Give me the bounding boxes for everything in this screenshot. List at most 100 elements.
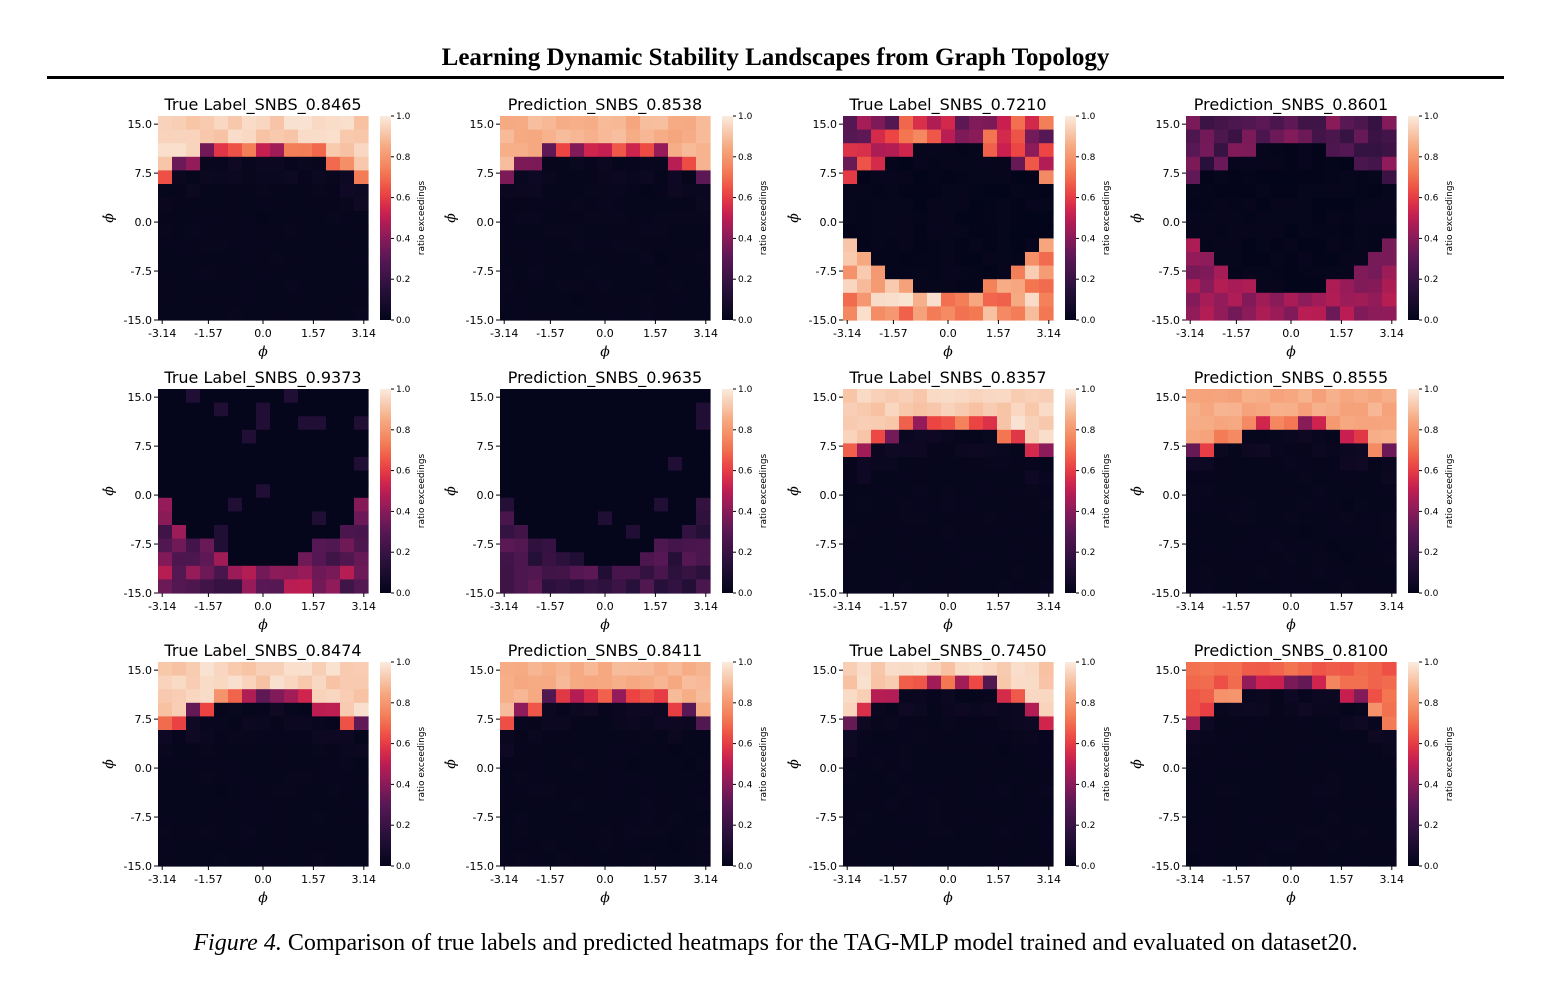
- heatmap-cell: [1186, 770, 1201, 785]
- heatmap-cell: [1025, 184, 1040, 199]
- heatmap-cell: [997, 525, 1012, 540]
- heatmap-cell: [340, 702, 355, 717]
- heatmap-cell: [927, 224, 942, 239]
- heatmap-cell: [1011, 689, 1026, 704]
- x-axis-label: ϕ: [600, 617, 610, 633]
- heatmap-cell: [1214, 211, 1229, 226]
- heatmap-cell: [172, 743, 187, 758]
- heatmap-cell: [654, 265, 669, 280]
- heatmap-cell: [997, 497, 1012, 512]
- heatmap-cell: [228, 470, 243, 485]
- colorbar: [380, 662, 391, 866]
- heatmap-cell: [326, 825, 341, 840]
- heatmap-cell: [228, 825, 243, 840]
- heatmap-cell: [340, 525, 355, 540]
- heatmap-cell: [696, 784, 711, 799]
- heatmap-cell: [913, 689, 928, 704]
- heatmap-cell: [997, 292, 1012, 307]
- heatmap-cell: [354, 389, 369, 404]
- x-tick-label: -1.57: [879, 600, 907, 613]
- heatmap-cell: [1186, 170, 1201, 185]
- heatmap-cell: [612, 211, 627, 226]
- heatmap-cell: [668, 565, 683, 580]
- heatmap-cell: [1312, 416, 1327, 431]
- heatmap-cell: [312, 757, 327, 772]
- y-tick-label: -7.5: [473, 265, 494, 278]
- heatmap-cell: [1298, 565, 1313, 580]
- heatmap-cell: [612, 184, 627, 199]
- heatmap-cell: [284, 416, 299, 431]
- heatmap-cell: [654, 757, 669, 772]
- heatmap-cell: [626, 238, 641, 253]
- heatmap-cell: [1326, 197, 1341, 212]
- heatmap-cell: [500, 525, 515, 540]
- heatmap-cell: [528, 497, 543, 512]
- heatmap-cell: [200, 662, 215, 677]
- heatmap-cell: [514, 265, 529, 280]
- caption-label: Figure 4.: [193, 930, 282, 956]
- heatmap-cell: [885, 838, 900, 853]
- heatmap-cell: [969, 497, 984, 512]
- heatmap-cell: [1214, 770, 1229, 785]
- heatmap-cell: [871, 129, 886, 144]
- heatmap-cell: [927, 702, 942, 717]
- heatmap-cell: [1284, 156, 1299, 171]
- heatmap-cell: [1354, 852, 1369, 867]
- heatmap-cell: [997, 565, 1012, 580]
- heatmap-cell: [969, 211, 984, 226]
- heatmap-cell: [682, 825, 697, 840]
- heatmap-cell: [528, 224, 543, 239]
- heatmap-cell: [542, 579, 557, 594]
- heatmap-cell: [612, 457, 627, 472]
- heatmap-cell: [668, 538, 683, 553]
- heatmap-cell: [696, 552, 711, 567]
- heatmap-cell: [584, 184, 599, 199]
- heatmap-cell: [927, 170, 942, 185]
- heatmap-cell: [340, 784, 355, 799]
- heatmap-cell: [514, 757, 529, 772]
- heatmap-cell: [1368, 197, 1383, 212]
- heatmap-cell: [214, 825, 229, 840]
- heatmap-cell: [598, 675, 613, 690]
- heatmap-cell: [584, 416, 599, 431]
- colorbar-tick-label: 1.0: [738, 112, 753, 122]
- heatmap-cell: [158, 675, 173, 690]
- heatmap-cell: [654, 579, 669, 594]
- heatmap-cell: [696, 129, 711, 144]
- heatmap-cell: [312, 811, 327, 826]
- heatmap-cell: [584, 565, 599, 580]
- y-axis-label: ϕ̇: [786, 486, 802, 496]
- heatmap-cell: [843, 252, 858, 267]
- heatmap-cell: [1270, 511, 1285, 526]
- heatmap-cell: [654, 702, 669, 717]
- heatmap-cell: [857, 798, 872, 813]
- heatmap-cell: [1228, 852, 1243, 867]
- heatmap-cell: [941, 184, 956, 199]
- heatmap-cell: [1298, 224, 1313, 239]
- heatmap-cell: [682, 279, 697, 294]
- heatmap-cell: [1354, 143, 1369, 158]
- heatmap-cell: [284, 224, 299, 239]
- heatmap-cell: [1039, 716, 1054, 731]
- heatmap-cell: [1270, 252, 1285, 267]
- colorbar-tick-label: 0.6: [1081, 194, 1096, 204]
- heatmap-cell: [1186, 457, 1201, 472]
- heatmap-cell: [626, 443, 641, 458]
- heatmap-cell: [1025, 484, 1040, 499]
- heatmap-cell: [1270, 838, 1285, 853]
- heatmap-cell: [570, 689, 585, 704]
- heatmap-cell: [682, 156, 697, 171]
- heatmap-cell: [1228, 525, 1243, 540]
- heatmap-cell: [969, 429, 984, 444]
- heatmap-cell: [158, 197, 173, 212]
- heatmap-cell: [885, 470, 900, 485]
- heatmap-cell: [1039, 825, 1054, 840]
- heatmap-cell: [682, 852, 697, 867]
- heatmap-cell: [640, 811, 655, 826]
- heatmap-cell: [1256, 416, 1271, 431]
- heatmap-cell: [298, 852, 313, 867]
- heatmap-cell: [1039, 757, 1054, 772]
- heatmap-cell: [1354, 579, 1369, 594]
- heatmap-cell: [1368, 184, 1383, 199]
- heatmap-cell: [1312, 525, 1327, 540]
